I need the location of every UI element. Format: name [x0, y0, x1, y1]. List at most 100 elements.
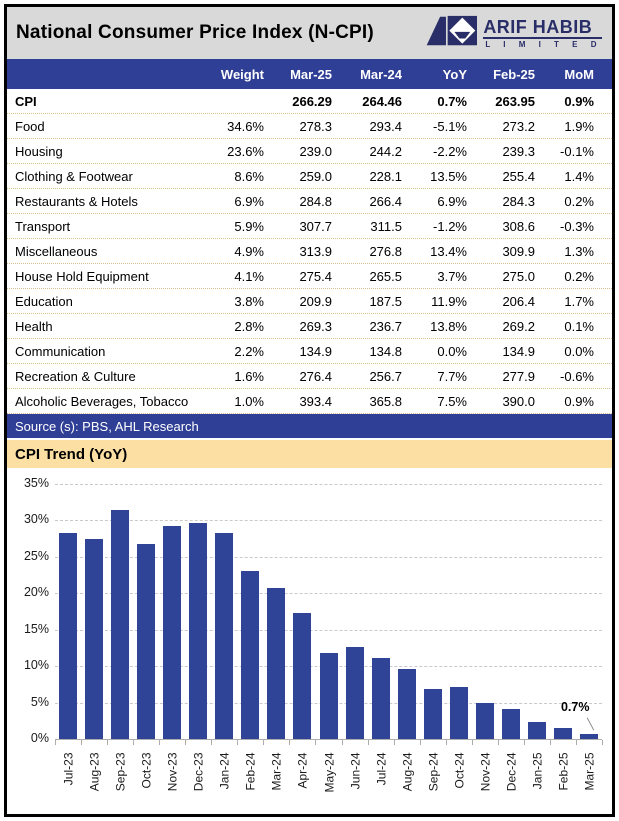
value-cell: 3.7%: [437, 268, 467, 284]
value-cell: 266.4: [369, 193, 402, 209]
y-axis-tick-label: 30%: [23, 512, 49, 527]
value-cell: 293.4: [369, 118, 402, 134]
y-axis-tick-label: 5%: [30, 694, 49, 709]
x-axis-tick: [497, 740, 499, 745]
value-cell: 244.2: [369, 143, 402, 159]
category-cell: Restaurants & Hotels: [15, 193, 138, 209]
x-axis-tick: [575, 740, 577, 745]
x-axis-tick: [55, 740, 56, 745]
x-axis-tick: [367, 740, 369, 745]
cpi-mar25: 266.29: [292, 93, 332, 109]
value-cell: 308.6: [502, 218, 535, 234]
x-axis-tick-label: Aug-23: [87, 752, 102, 792]
cpi-yoy-bar: [267, 588, 286, 739]
cpi-yoy-bar: [423, 688, 442, 739]
cpi-yoy-bar: [345, 647, 364, 739]
table-row: Transport 5.9% 307.7 311.5 -1.2% 308.6 -0.3%: [7, 214, 612, 239]
value-cell: 187.5: [369, 293, 402, 309]
annotation-leader-line: [586, 717, 595, 731]
value-cell: 284.3: [502, 193, 535, 209]
value-cell: 278.3: [299, 118, 332, 134]
cpi-yoy-bar: [59, 532, 78, 739]
x-axis-tick-label: Mar-25: [582, 752, 597, 791]
value-cell: 313.9: [299, 243, 332, 259]
value-cell: 134.9: [299, 343, 332, 359]
value-cell: 275.4: [299, 268, 332, 284]
value-cell: 311.5: [370, 218, 402, 234]
table-row: Miscellaneous 4.9% 313.9 276.8 13.4% 309.9 1.3…: [7, 239, 612, 264]
value-cell: 0.2%: [564, 268, 594, 284]
cpi-yoy-bar: [449, 686, 468, 739]
value-cell: 0.2%: [564, 193, 594, 209]
y-axis-tick-label: 35%: [23, 476, 49, 490]
table-row: Housing 23.6% 239.0 244.2 -2.2% 239.3 -0.1%: [7, 139, 612, 164]
category-cell: House Hold Equipment: [15, 268, 149, 284]
value-cell: -1.2%: [433, 218, 467, 234]
category-cell: Alcoholic Beverages, Tobacco: [15, 393, 189, 409]
x-axis-tick-label: Jun-24: [348, 752, 363, 790]
value-cell: 206.4: [502, 293, 535, 309]
value-cell: 1.3%: [564, 243, 594, 259]
chart-section-title: CPI Trend (YoY): [7, 440, 612, 468]
value-cell: 13.8%: [430, 318, 467, 334]
x-axis-tick: [315, 740, 317, 745]
cpi-yoy-bar: [475, 703, 494, 739]
x-axis-tick-label: Feb-25: [556, 752, 571, 791]
table-row: Clothing & Footwear 8.6% 259.0 228.1 13.5% 25…: [7, 164, 612, 189]
value-cell: 5.9%: [234, 218, 264, 234]
x-axis-tick: [602, 740, 603, 745]
value-cell: 284.8: [299, 193, 332, 209]
cpi-yoy-bar: [215, 532, 234, 739]
value-cell: 0.0%: [564, 343, 594, 359]
value-cell: 1.6%: [234, 368, 264, 384]
logo-name: ARIF HABIB: [483, 16, 593, 37]
gridline: [55, 556, 602, 558]
gridline: [55, 593, 602, 595]
value-cell: 23.6%: [227, 143, 264, 159]
value-cell: 228.1: [369, 168, 402, 184]
value-cell: 273.2: [502, 118, 535, 134]
x-axis-tick: [263, 740, 265, 745]
value-cell: 34.6%: [227, 118, 264, 134]
table-row: Recreation & Culture 1.6% 276.4 256.7 7.7% 27…: [7, 364, 612, 389]
category-cell: Communication: [15, 343, 106, 359]
logo-text: ARIF HABIB L I M I T E D: [483, 18, 602, 49]
page-title: National Consumer Price Index (N-CPI): [16, 22, 374, 43]
value-cell: 239.0: [299, 143, 332, 159]
cpi-yoy-bar: [553, 728, 572, 739]
category-cell: Housing: [15, 143, 63, 159]
x-axis-tick: [549, 740, 551, 745]
x-axis-tick: [289, 740, 291, 745]
col-header-yoy: YoY: [442, 66, 467, 82]
x-axis-tick: [341, 740, 343, 745]
x-axis-tick: [133, 740, 135, 745]
x-axis-tick-label: Jul-24: [374, 752, 389, 786]
cpi-yoy-bar: [85, 539, 104, 739]
cpi-feb25: 263.95: [495, 93, 535, 109]
value-cell: 255.4: [502, 168, 535, 184]
value-cell: -0.1%: [560, 143, 594, 159]
value-cell: 269.2: [502, 318, 535, 334]
value-cell: 265.5: [369, 268, 402, 284]
x-axis-tick-label: Aug-24: [400, 752, 415, 792]
company-logo: ARIF HABIB L I M I T E D: [425, 12, 602, 55]
y-axis-tick-label: 10%: [23, 658, 49, 673]
category-cell: Food: [15, 118, 45, 134]
value-cell: -0.3%: [560, 218, 594, 234]
value-cell: -5.1%: [433, 118, 467, 134]
cpi-yoy-bar: [319, 653, 338, 739]
x-axis-tick-label: Oct-24: [452, 752, 467, 789]
value-cell: 3.8%: [234, 293, 264, 309]
x-axis-tick-label: Feb-24: [243, 752, 258, 791]
y-axis-tick-label: 0%: [30, 731, 49, 745]
cpi-yoy-bar: [527, 721, 546, 739]
x-axis-tick: [393, 740, 395, 745]
cpi-table-body: Food 34.6% 278.3 293.4 -5.1% 273.2 1.9% Housing…: [7, 114, 612, 414]
value-cell: 1.9%: [564, 118, 594, 134]
value-cell: 393.4: [299, 393, 332, 409]
gridline: [55, 520, 602, 522]
value-cell: 256.7: [369, 368, 402, 384]
value-cell: -0.6%: [560, 368, 594, 384]
value-cell: 390.0: [502, 393, 535, 409]
x-axis-tick: [523, 740, 525, 745]
